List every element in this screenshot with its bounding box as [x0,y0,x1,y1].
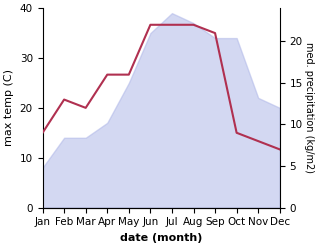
Y-axis label: max temp (C): max temp (C) [4,69,14,146]
Y-axis label: med. precipitation (kg/m2): med. precipitation (kg/m2) [304,42,314,173]
X-axis label: date (month): date (month) [120,233,202,243]
